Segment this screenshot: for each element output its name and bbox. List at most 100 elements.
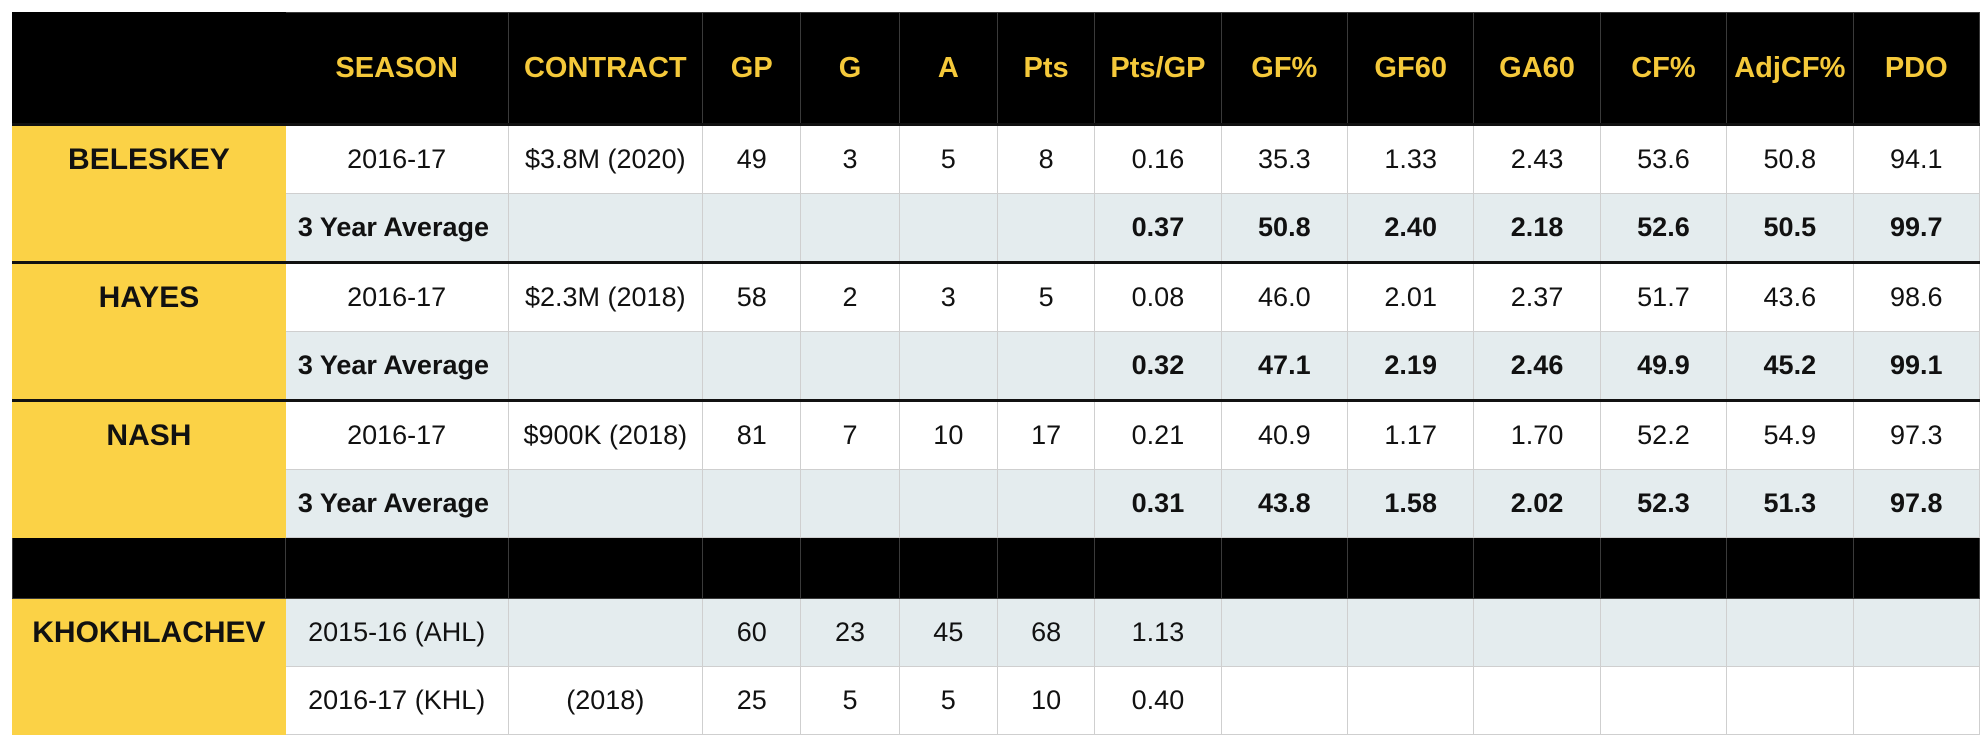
gf-pct-cell: 43.8 — [1220, 469, 1349, 538]
a-cell: 10 — [898, 399, 998, 470]
season-cell: 2016-17 (KHL) — [284, 666, 509, 735]
gp-cell: 81 — [702, 399, 802, 470]
header-cf-pct: CF% — [1599, 12, 1728, 125]
player-name: BELESKEY — [12, 123, 286, 194]
spacer-cell — [800, 537, 900, 599]
spacer-cell — [507, 537, 704, 599]
a-cell — [898, 331, 998, 401]
table-row: HAYES 2016-17 $2.3M (2018) 58 2 3 5 0.08… — [12, 261, 1980, 332]
pts-cell — [996, 469, 1096, 538]
adjcf-pct-cell: 51.3 — [1726, 469, 1854, 538]
cf-pct-cell: 51.7 — [1599, 261, 1728, 332]
adjcf-pct-cell: 45.2 — [1726, 331, 1854, 401]
header-g: G — [800, 12, 900, 125]
adjcf-pct-cell — [1726, 598, 1854, 667]
gf60-cell — [1346, 666, 1475, 735]
ga60-cell — [1473, 666, 1601, 735]
season-cell: 2016-17 — [284, 399, 509, 470]
spacer-cell — [1220, 537, 1349, 599]
ga60-cell: 2.43 — [1473, 123, 1601, 194]
gp-cell — [702, 193, 802, 263]
pts-cell: 10 — [996, 666, 1096, 735]
gf60-cell: 1.33 — [1346, 123, 1475, 194]
player-name: HAYES — [12, 261, 286, 332]
gf-pct-cell: 35.3 — [1220, 123, 1349, 194]
gf-pct-cell: 47.1 — [1220, 331, 1349, 401]
pdo-cell: 99.1 — [1852, 331, 1980, 401]
header-contract: CONTRACT — [507, 12, 704, 125]
pdo-cell: 94.1 — [1852, 123, 1980, 194]
ga60-cell — [1473, 598, 1601, 667]
pdo-cell — [1852, 598, 1980, 667]
cf-pct-cell: 52.6 — [1599, 193, 1728, 263]
gf-pct-cell — [1220, 598, 1349, 667]
spacer-cell — [1473, 537, 1601, 599]
contract-cell: $900K (2018) — [507, 399, 704, 470]
g-cell — [800, 193, 900, 263]
table-row: BELESKEY 2016-17 $3.8M (2020) 49 3 5 8 0… — [12, 123, 1980, 194]
gf-pct-cell: 46.0 — [1220, 261, 1349, 332]
contract-cell: $3.8M (2020) — [507, 123, 704, 194]
season-cell: 2015-16 (AHL) — [284, 598, 509, 667]
ga60-cell: 2.18 — [1473, 193, 1601, 263]
header-season: SEASON — [284, 12, 509, 125]
gp-cell — [702, 469, 802, 538]
gf-pct-cell: 40.9 — [1220, 399, 1349, 470]
gp-cell: 58 — [702, 261, 802, 332]
spacer-cell — [996, 537, 1096, 599]
adjcf-pct-cell: 54.9 — [1726, 399, 1854, 470]
ga60-cell: 2.37 — [1473, 261, 1601, 332]
pdo-cell: 99.7 — [1852, 193, 1980, 263]
pts-cell: 17 — [996, 399, 1096, 470]
spacer-row — [12, 537, 1980, 599]
cf-pct-cell — [1599, 598, 1728, 667]
a-cell: 3 — [898, 261, 998, 332]
a-cell — [898, 193, 998, 263]
table-row: 3 Year Average 0.31 43.8 1.58 2.02 52.3 … — [12, 469, 1980, 538]
g-cell — [800, 469, 900, 538]
ga60-cell: 1.70 — [1473, 399, 1601, 470]
pts-cell — [996, 331, 1096, 401]
gf60-cell: 1.58 — [1346, 469, 1475, 538]
g-cell: 3 — [800, 123, 900, 194]
header-adjcf-pct: AdjCF% — [1726, 12, 1854, 125]
contract-cell: $2.3M (2018) — [507, 261, 704, 332]
pts-per-gp-cell: 0.37 — [1094, 193, 1222, 263]
header-pdo: PDO — [1852, 12, 1980, 125]
pts-per-gp-cell: 0.40 — [1094, 666, 1222, 735]
player-name-blank — [12, 666, 286, 735]
gp-cell: 49 — [702, 123, 802, 194]
header-gf60: GF60 — [1346, 12, 1475, 125]
spacer-cell — [898, 537, 998, 599]
average-label: 3 Year Average — [284, 331, 509, 401]
gf60-cell — [1346, 598, 1475, 667]
pts-per-gp-cell: 0.08 — [1094, 261, 1222, 332]
pts-cell — [996, 193, 1096, 263]
pts-per-gp-cell: 0.21 — [1094, 399, 1222, 470]
a-cell: 5 — [898, 123, 998, 194]
contract-cell — [507, 193, 704, 263]
cf-pct-cell: 52.2 — [1599, 399, 1728, 470]
g-cell: 7 — [800, 399, 900, 470]
gf60-cell: 2.01 — [1346, 261, 1475, 332]
ga60-cell: 2.02 — [1473, 469, 1601, 538]
gf60-cell: 2.19 — [1346, 331, 1475, 401]
pdo-cell: 97.3 — [1852, 399, 1980, 470]
pts-per-gp-cell: 1.13 — [1094, 598, 1222, 667]
pdo-cell — [1852, 666, 1980, 735]
pdo-cell: 98.6 — [1852, 261, 1980, 332]
spacer-cell — [1346, 537, 1475, 599]
a-cell: 45 — [898, 598, 998, 667]
gp-cell: 25 — [702, 666, 802, 735]
pts-per-gp-cell: 0.32 — [1094, 331, 1222, 401]
g-cell: 23 — [800, 598, 900, 667]
cf-pct-cell: 53.6 — [1599, 123, 1728, 194]
player-name-blank — [12, 193, 286, 263]
table-row: 3 Year Average 0.37 50.8 2.40 2.18 52.6 … — [12, 193, 1980, 263]
table-row: KHOKHLACHEV 2015-16 (AHL) 60 23 45 68 1.… — [12, 598, 1980, 667]
table-row: 3 Year Average 0.32 47.1 2.19 2.46 49.9 … — [12, 331, 1980, 401]
spacer-cell — [1599, 537, 1728, 599]
spacer-cell — [1852, 537, 1980, 599]
pts-per-gp-cell: 0.16 — [1094, 123, 1222, 194]
gf-pct-cell: 50.8 — [1220, 193, 1349, 263]
